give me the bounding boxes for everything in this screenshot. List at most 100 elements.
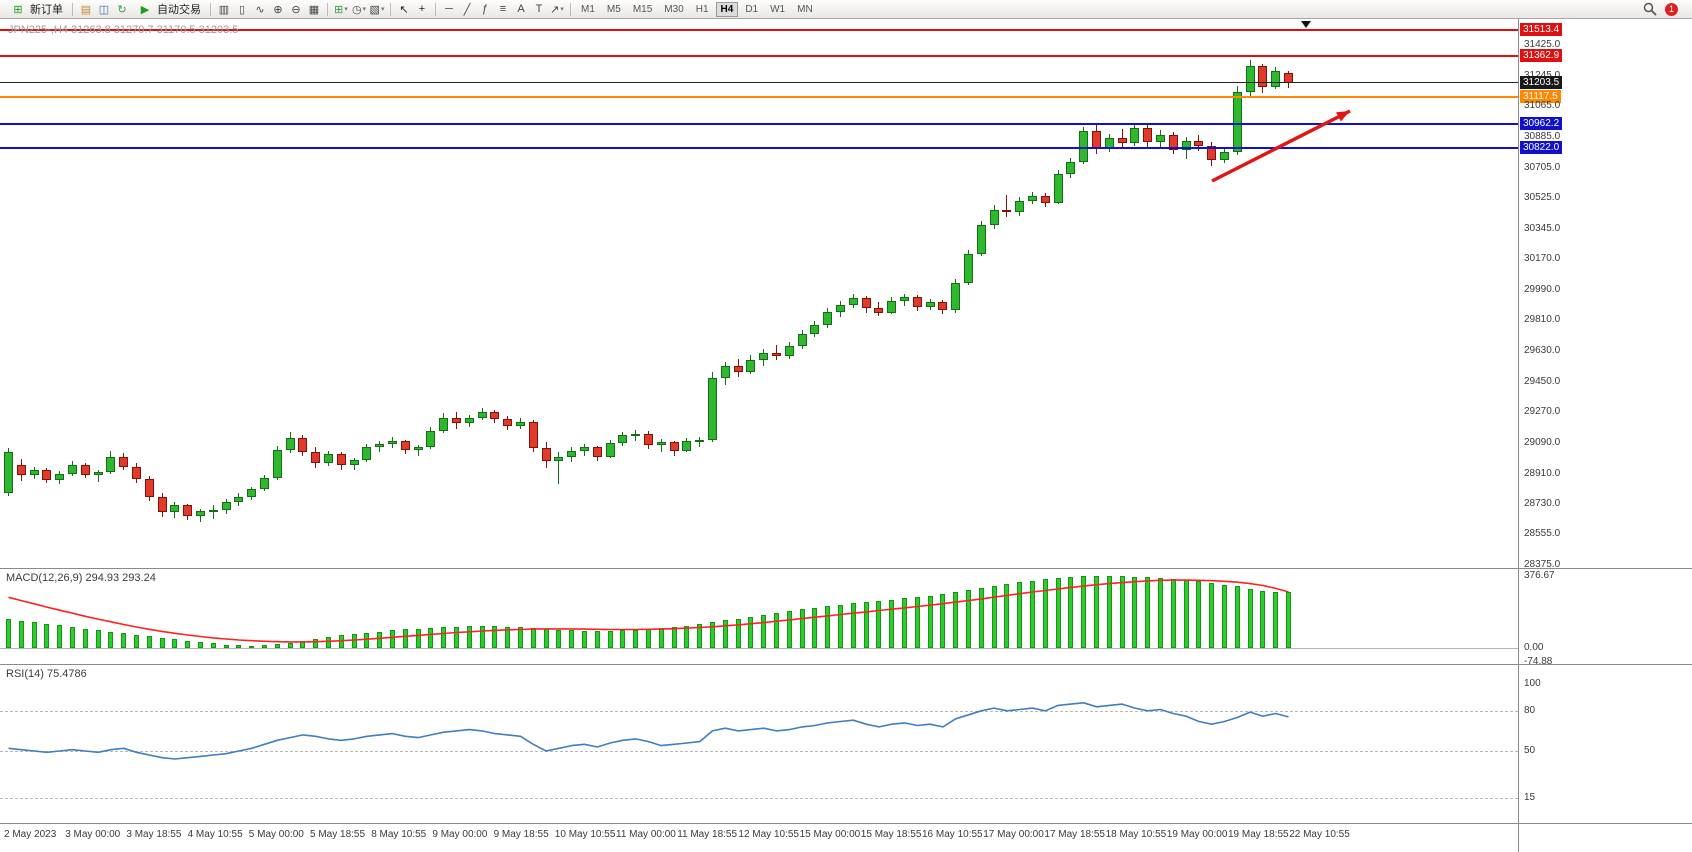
price-tick-label: 29450.0 [1524,375,1561,387]
auto-trading-button[interactable]: ▶ 自动交易 [131,1,206,18]
trendline-icon[interactable]: ╱ [463,3,471,16]
horizontal-line-icon[interactable]: ─ [445,3,453,15]
macd-histogram-bar [1068,577,1074,648]
candle-body [618,435,628,444]
resistance-line-lower[interactable] [0,54,1518,57]
fibonacci-icon[interactable]: ƒ [481,3,489,15]
label-icon[interactable]: T [535,3,543,15]
candle-body [528,421,538,449]
macd-histogram-bar [454,626,459,648]
candle-body [656,442,666,445]
macd-histogram-bar [146,636,152,648]
bar-chart-icon[interactable]: ▥ [218,3,230,16]
macd-histogram-bar [159,637,165,648]
macd-histogram-bar [441,627,447,648]
candle-body [772,352,781,357]
chart-shift-marker[interactable] [1301,21,1311,28]
macd-histogram-bar [671,626,677,648]
macd-histogram-bar [223,644,229,648]
candle-body [682,441,692,451]
macd-histogram-bar [505,626,511,648]
candle-body [1232,91,1242,152]
grid-icon[interactable]: ≡ [499,3,507,15]
notification-badge[interactable]: 1 [1665,2,1678,16]
charts-window-icon[interactable]: ▤ [80,3,92,16]
candle-body [554,456,564,461]
tile-windows-icon[interactable]: ▦ [308,3,320,16]
time-axis-label: 11 May 00:00 [616,829,676,840]
cursor-icon[interactable]: ↖ [399,3,409,16]
candle-body [439,417,449,432]
period-icon[interactable]: ◷ ▾ [351,3,367,16]
macd-histogram-bar [82,628,88,648]
candle-body [490,412,500,420]
candle-body [93,472,103,475]
timeframe-button-m15[interactable]: M15 [632,3,653,15]
pivot-line-orange[interactable] [0,96,1518,99]
support-line-lower[interactable] [0,146,1518,149]
toolbar-group-cursor: ↖ + [395,1,431,17]
crosshair-icon[interactable]: + [418,3,426,15]
line-chart-icon[interactable]: ∿ [255,3,265,16]
timeframe-button-w1[interactable]: W1 [770,3,786,15]
candle-body [144,478,154,497]
support-line-upper[interactable] [0,122,1518,125]
price-tag-31362.9: 31362.9 [1520,48,1563,62]
candle-body [1258,66,1268,87]
candle-body [16,465,26,476]
template-icon[interactable]: ▧ ▾ [369,3,385,16]
candle-body [669,442,679,451]
candle-body [1181,141,1191,150]
time-axis-label: 16 May 10:55 [922,829,983,840]
timeframe-button-m1[interactable]: M1 [581,3,595,15]
macd-histogram-bar [530,628,536,648]
dropdown-caret-icon: ▾ [560,6,564,13]
search-icon[interactable] [1643,2,1657,16]
macd-histogram-bar [978,587,984,648]
candle-body [29,469,39,476]
price-tick-label: 29270.0 [1524,406,1561,418]
time-axis-label: 3 May 18:55 [126,829,182,840]
zoom-out-icon[interactable]: ⊖ [291,3,301,16]
macd-histogram-bar [6,619,11,648]
dropdown-caret-icon: ▾ [380,6,385,13]
text-icon[interactable]: A [517,3,525,15]
time-axis-label: 5 May 18:55 [310,829,366,840]
timeframe-button-d1[interactable]: D1 [745,3,759,15]
add-chart-icon[interactable]: ⊞ ▾ [334,3,348,16]
candle-body [1028,195,1037,202]
new-order-label: 新订单 [30,4,63,16]
macd-histogram-bar [556,629,562,648]
resistance-line-upper[interactable] [0,29,1518,31]
timeframe-button-h1[interactable]: H1 [695,3,709,15]
candle-body [644,433,653,445]
zoom-in-icon[interactable]: ⊕ [273,3,283,16]
profile-icon[interactable]: ◫ [98,3,110,16]
current-price-line[interactable] [0,82,1518,84]
timeframe-button-m5[interactable]: M5 [606,3,621,15]
price-tick-label: 28555.0 [1524,528,1561,540]
macd-histogram-bar [390,630,395,648]
candle-body [183,505,193,517]
candle-body [400,441,410,450]
candle-body [336,454,346,466]
timeframe-button-mn[interactable]: MN [797,3,813,15]
price-tick-label: 29090.0 [1524,437,1561,449]
timeframe-button-h4[interactable]: H4 [715,1,739,17]
refresh-icon[interactable]: ↻ [117,3,127,16]
new-order-button[interactable]: ⊞ 新订单 [4,1,68,18]
candle-body [388,441,397,444]
macd-histogram-bar [1234,586,1240,648]
candlestick-icon[interactable]: ▯ [238,3,246,16]
candle-body [1117,137,1127,144]
timeframe-button-m30[interactable]: M30 [664,3,684,15]
arrows-icon[interactable]: ↗ ▾ [550,3,564,16]
candle-body [580,447,589,451]
candle-body [208,509,218,512]
macd-histogram-bar [991,585,997,648]
macd-histogram-bar [876,600,882,648]
macd-histogram-bar [1145,577,1151,648]
macd-histogram-bar [646,629,651,648]
macd-histogram-bar [134,634,139,648]
